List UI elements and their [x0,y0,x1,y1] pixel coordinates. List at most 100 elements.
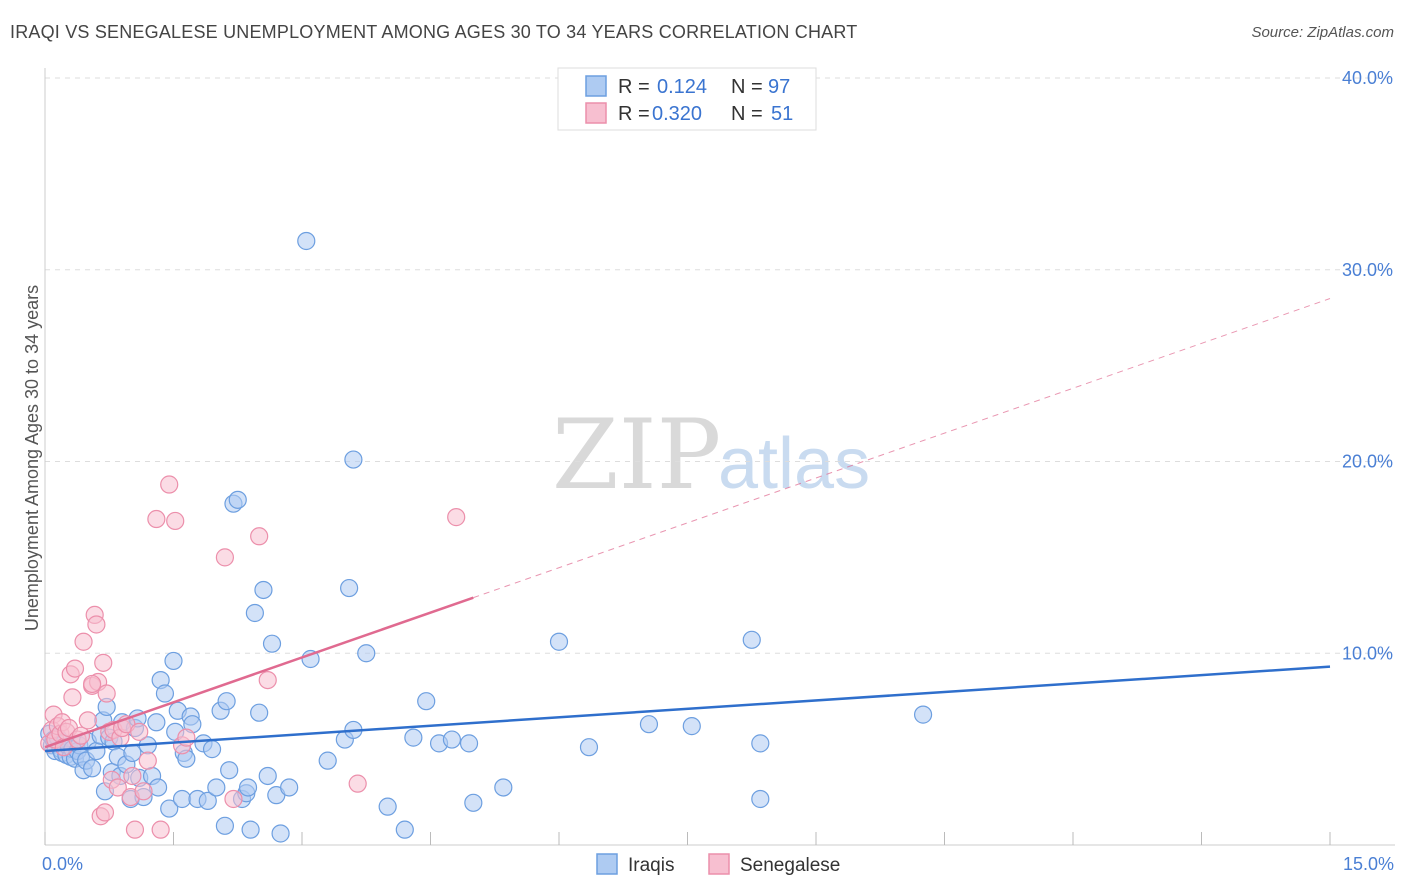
iraqis-point [123,743,142,763]
iraqis-point [318,751,337,770]
iraqis-point [751,789,770,809]
y-tick-label-30: 30.0% [1342,260,1393,280]
source-label: Source: ZipAtlas.com [1251,24,1394,41]
iraqis-point [245,603,264,623]
trend-line-senegalese [44,596,474,749]
senegalese-point [224,789,243,809]
bottom-legend-label-iraqis: Iraqis [628,855,674,876]
iraqis-point [250,703,269,722]
legend-r-label-iraqis: R = [618,76,650,98]
iraqis-point [751,734,770,753]
y-axis-label: Unemployment Among Ages 30 to 34 years [22,285,42,631]
x-tick-label-1: 15.0% [1343,854,1394,874]
senegalese-point [125,820,145,839]
legend-r-value-senegalese: 0.320 [652,103,702,125]
iraqis-point [549,632,569,651]
legend-n-value-iraqis: 97 [768,76,790,98]
senegalese-point [123,766,142,786]
series-iraqis [40,231,933,843]
series-legend: Iraqis Senegalese [596,853,840,876]
gridlines [45,77,1395,654]
tick-labels: 10.0% 20.0% 30.0% 40.0% 0.0% 15.0% [42,68,1394,874]
iraqis-point [459,734,479,753]
iraqis-point [378,797,397,816]
senegalese-point [138,751,157,770]
legend-r-label-senegalese: R = [618,103,650,125]
correlation-legend: R = 0.124 N = 97 R = 0.320 N = 51 [557,67,817,131]
senegalese-point [177,728,196,747]
senegalese-point [250,527,269,546]
senegalese-point [130,722,149,741]
senegalese-point [87,615,106,634]
iraqis-point [913,705,933,724]
series-senegalese [40,475,466,839]
iraqis-point [579,738,599,757]
iraqis-point [215,816,234,835]
senegalese-point [108,778,127,797]
iraqis-point [202,740,222,759]
iraqis-point [254,580,273,600]
iraqis-point [404,728,423,747]
iraqis-point [83,759,102,778]
iraqis-point [241,820,260,839]
iraqis-point [297,231,316,251]
iraqis-point [198,791,217,810]
iraqis-point [238,778,258,797]
iraqis-point [207,778,226,797]
senegalese-point [348,774,367,793]
senegalese-point [83,674,102,694]
senegalese-point [215,548,234,567]
iraqis-point [682,717,701,736]
iraqis-point [464,793,483,812]
watermark-atlas: atlas [718,424,870,504]
x-tick-label-0: 0.0% [42,854,83,874]
legend-r-value-iraqis: 0.124 [657,76,707,98]
iraqis-point [271,824,290,843]
iraqis-point [494,778,513,797]
legend-swatch-iraqis [585,75,607,97]
y-tick-label-20: 20.0% [1342,452,1393,472]
iraqis-point [442,730,462,749]
iraqis-point [395,820,414,839]
senegalese-point [94,653,113,672]
legend-n-label-iraqis: N = [731,76,763,98]
iraqis-point [357,644,376,663]
trend-line-iraqis [44,665,1331,753]
senegalese-point [97,684,116,703]
trend-lines [44,298,1331,753]
watermark-zip: ZIP [552,399,721,511]
y-tick-label-10: 10.0% [1342,643,1393,663]
bottom-legend-swatch-iraqis [596,853,618,875]
senegalese-point [160,475,179,494]
iraqis-point [280,778,299,797]
senegalese-point [78,711,97,730]
senegalese-point [166,511,185,531]
bottom-legend-swatch-senegalese [708,853,730,875]
iraqis-point [262,634,282,653]
iraqis-point [217,692,236,711]
iraqis-point [417,692,436,711]
senegalese-point [95,803,115,822]
senegalese-point [74,632,93,651]
iraqis-point [164,651,183,671]
iraqis-point [228,490,247,509]
chart-title: IRAQI VS SENEGALESE UNEMPLOYMENT AMONG A… [10,22,858,42]
iraqis-point [340,578,359,598]
senegalese-point [65,659,85,678]
iraqis-point [344,450,363,469]
senegalese-point [151,820,170,839]
iraqis-point [220,761,239,780]
legend-swatch-senegalese [585,102,607,124]
bottom-legend-label-senegalese: Senegalese [740,855,840,876]
senegalese-point [447,508,466,527]
senegalese-point [147,509,166,529]
legend-n-label-senegalese: N = [731,103,763,125]
senegalese-point [134,782,153,801]
iraqis-point [147,713,166,732]
y-tick-label-40: 40.0% [1342,68,1393,88]
trend-line-senegalese-projection [473,298,1331,599]
iraqis-point [172,789,192,809]
iraqis-point [160,799,179,818]
iraqis-point [639,715,659,734]
